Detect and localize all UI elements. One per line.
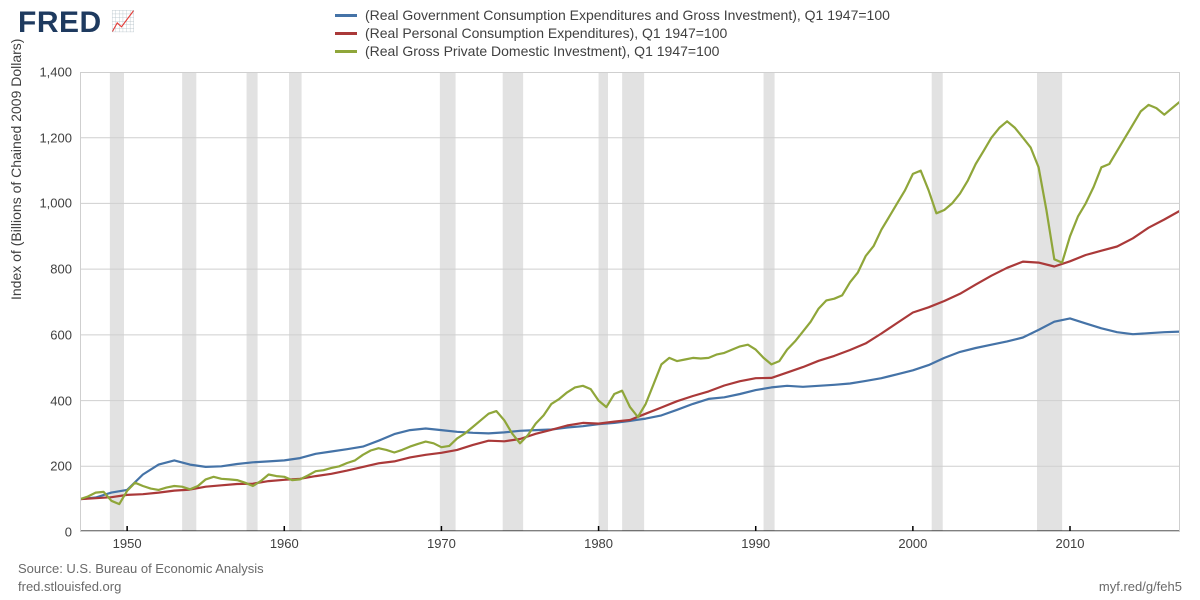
y-tick-label: 1,200 xyxy=(22,130,72,145)
legend: (Real Government Consumption Expenditure… xyxy=(335,6,890,60)
x-tick-label: 1980 xyxy=(584,536,613,551)
legend-item: (Real Personal Consumption Expenditures)… xyxy=(335,24,890,42)
shortlink-text: myf.red/g/feh5 xyxy=(1099,579,1182,594)
logo-text: FRED xyxy=(18,6,102,39)
x-tick-label: 2010 xyxy=(1056,536,1085,551)
y-tick-label: 200 xyxy=(22,459,72,474)
chart-plot xyxy=(80,72,1180,532)
x-tick-label: 1970 xyxy=(427,536,456,551)
chart-container: FRED 📈 (Real Government Consumption Expe… xyxy=(0,0,1200,600)
x-tick-label: 1950 xyxy=(113,536,142,551)
y-tick-label: 0 xyxy=(22,525,72,540)
legend-item: (Real Gross Private Domestic Investment)… xyxy=(335,42,890,60)
site-text: fred.stlouisfed.org xyxy=(18,579,121,594)
x-tick-label: 1990 xyxy=(741,536,770,551)
x-tick-label: 2000 xyxy=(898,536,927,551)
legend-item: (Real Government Consumption Expenditure… xyxy=(335,6,890,24)
x-tick-label: 1960 xyxy=(270,536,299,551)
y-tick-label: 400 xyxy=(22,393,72,408)
logo-icon: 📈 xyxy=(111,11,136,33)
legend-label: (Real Government Consumption Expenditure… xyxy=(365,6,890,24)
legend-swatch xyxy=(335,14,357,17)
legend-label: (Real Personal Consumption Expenditures)… xyxy=(365,24,727,42)
legend-swatch xyxy=(335,32,357,35)
y-tick-label: 1,000 xyxy=(22,196,72,211)
legend-label: (Real Gross Private Domestic Investment)… xyxy=(365,42,719,60)
legend-swatch xyxy=(335,50,357,53)
y-tick-label: 800 xyxy=(22,262,72,277)
source-text: Source: U.S. Bureau of Economic Analysis xyxy=(18,561,264,576)
fred-logo: FRED 📈 xyxy=(18,6,136,40)
y-tick-label: 600 xyxy=(22,327,72,342)
y-tick-label: 1,400 xyxy=(22,65,72,80)
